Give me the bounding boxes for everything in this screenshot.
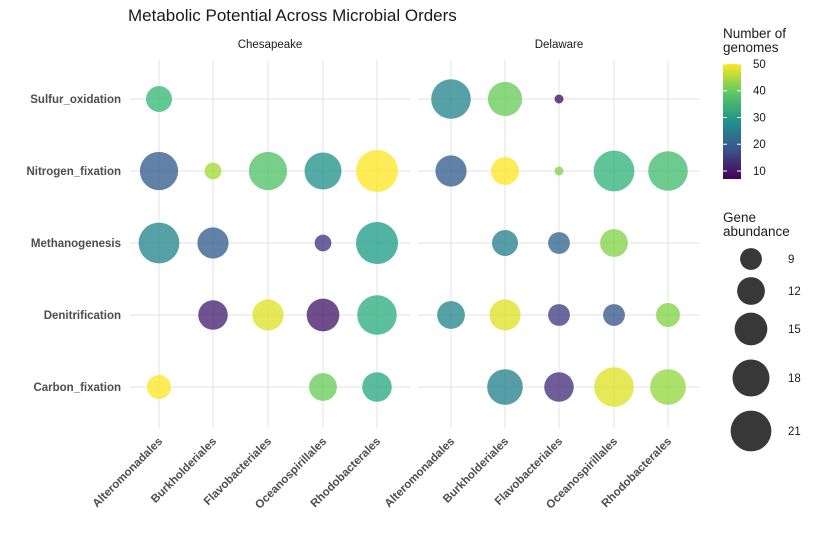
point-delaware-burkholderiales-carbon-fixation bbox=[487, 369, 523, 405]
size-legend-key-15 bbox=[734, 312, 768, 346]
facet-panel-chesapeake: ChesapeakeAlteromonadalesBurkholderiales… bbox=[91, 39, 410, 511]
point-delaware-oceanospirillales-nitrogen-fixation bbox=[593, 150, 635, 192]
point-delaware-burkholderiales-methanogenesis bbox=[492, 230, 518, 256]
size-legend-label: 15 bbox=[788, 324, 801, 336]
size-legend-key-18 bbox=[732, 359, 770, 397]
size-legend-key-9 bbox=[740, 248, 762, 270]
point-chesapeake-oceanospirillales-methanogenesis bbox=[314, 234, 332, 252]
facet-panels: ChesapeakeAlteromonadalesBurkholderiales… bbox=[91, 39, 700, 511]
color-legend-tick-label: 40 bbox=[753, 86, 766, 98]
point-delaware-burkholderiales-sulfur-oxidation bbox=[487, 81, 523, 117]
color-legend-title: Number of bbox=[723, 26, 786, 41]
size-legend-title: Gene bbox=[723, 210, 756, 225]
point-chesapeake-rhodobacterales-carbon-fixation bbox=[362, 372, 392, 402]
color-legend-tick-label: 30 bbox=[753, 112, 766, 124]
point-delaware-rhodobacterales-denitrification bbox=[656, 303, 680, 327]
y-tick-label: Nitrogen_fixation bbox=[26, 166, 121, 178]
point-delaware-alteromonadales-sulfur-oxidation bbox=[431, 79, 471, 119]
size-legend-label: 9 bbox=[788, 254, 794, 266]
y-tick-label: Denitrification bbox=[44, 310, 121, 322]
y-tick-label: Carbon_fixation bbox=[33, 382, 121, 394]
point-delaware-flavobacteriales-denitrification bbox=[548, 304, 570, 326]
color-legend-bar bbox=[723, 64, 741, 179]
point-delaware-burkholderiales-denitrification bbox=[489, 299, 521, 331]
point-delaware-oceanospirillales-methanogenesis bbox=[600, 229, 628, 257]
size-legend-key-12 bbox=[737, 277, 765, 305]
point-chesapeake-oceanospirillales-denitrification bbox=[306, 298, 340, 332]
point-chesapeake-oceanospirillales-nitrogen-fixation bbox=[304, 152, 342, 190]
point-delaware-alteromonadales-denitrification bbox=[437, 301, 465, 329]
size-legend-label: 12 bbox=[788, 286, 801, 298]
point-chesapeake-alteromonadales-nitrogen-fixation bbox=[139, 151, 179, 191]
size-legend-label: 18 bbox=[788, 373, 801, 385]
point-chesapeake-rhodobacterales-denitrification bbox=[357, 295, 397, 335]
color-legend-tick-label: 10 bbox=[753, 166, 766, 178]
point-chesapeake-alteromonadales-methanogenesis bbox=[138, 222, 180, 264]
point-chesapeake-burkholderiales-denitrification bbox=[198, 300, 228, 330]
point-delaware-oceanospirillales-denitrification bbox=[603, 304, 625, 326]
point-delaware-alteromonadales-nitrogen-fixation bbox=[435, 155, 467, 187]
size-legend-key-21 bbox=[730, 410, 772, 452]
size-legend-title: abundance bbox=[723, 224, 790, 239]
point-delaware-rhodobacterales-nitrogen-fixation bbox=[648, 151, 688, 191]
point-chesapeake-alteromonadales-carbon-fixation bbox=[147, 375, 171, 399]
point-chesapeake-flavobacteriales-denitrification bbox=[252, 299, 284, 331]
color-legend-tick-label: 20 bbox=[753, 139, 766, 151]
facet-panel-delaware: DelawareAlteromonadalesBurkholderialesFl… bbox=[383, 39, 700, 511]
point-chesapeake-flavobacteriales-nitrogen-fixation bbox=[248, 151, 288, 191]
point-delaware-oceanospirillales-carbon-fixation bbox=[594, 367, 634, 407]
y-tick-label: Methanogenesis bbox=[31, 238, 121, 250]
chart-title: Metabolic Potential Across Microbial Ord… bbox=[128, 6, 457, 25]
y-axis-labels: Sulfur_oxidation Nitrogen_fixation Methano… bbox=[26, 94, 121, 394]
color-legend-tick-label: 50 bbox=[753, 59, 766, 71]
point-delaware-flavobacteriales-sulfur-oxidation bbox=[554, 94, 564, 104]
point-chesapeake-burkholderiales-nitrogen-fixation bbox=[204, 162, 222, 180]
point-chesapeake-rhodobacterales-nitrogen-fixation bbox=[356, 150, 398, 192]
point-delaware-flavobacteriales-methanogenesis bbox=[548, 232, 570, 254]
facet-strip-label: Chesapeake bbox=[238, 39, 303, 51]
color-legend-title: genomes bbox=[723, 40, 779, 55]
point-delaware-burkholderiales-nitrogen-fixation bbox=[491, 157, 519, 185]
point-chesapeake-alteromonadales-sulfur-oxidation bbox=[146, 86, 172, 112]
point-delaware-rhodobacterales-carbon-fixation bbox=[650, 369, 686, 405]
facet-strip-label: Delaware bbox=[535, 39, 584, 51]
y-tick-label: Sulfur_oxidation bbox=[30, 94, 121, 106]
point-delaware-flavobacteriales-nitrogen-fixation bbox=[554, 166, 564, 176]
point-chesapeake-oceanospirillales-carbon-fixation bbox=[309, 373, 337, 401]
size-legend-label: 21 bbox=[788, 426, 801, 438]
point-chesapeake-burkholderiales-methanogenesis bbox=[197, 227, 229, 259]
point-chesapeake-rhodobacterales-methanogenesis bbox=[356, 222, 398, 264]
point-delaware-flavobacteriales-carbon-fixation bbox=[544, 372, 574, 402]
